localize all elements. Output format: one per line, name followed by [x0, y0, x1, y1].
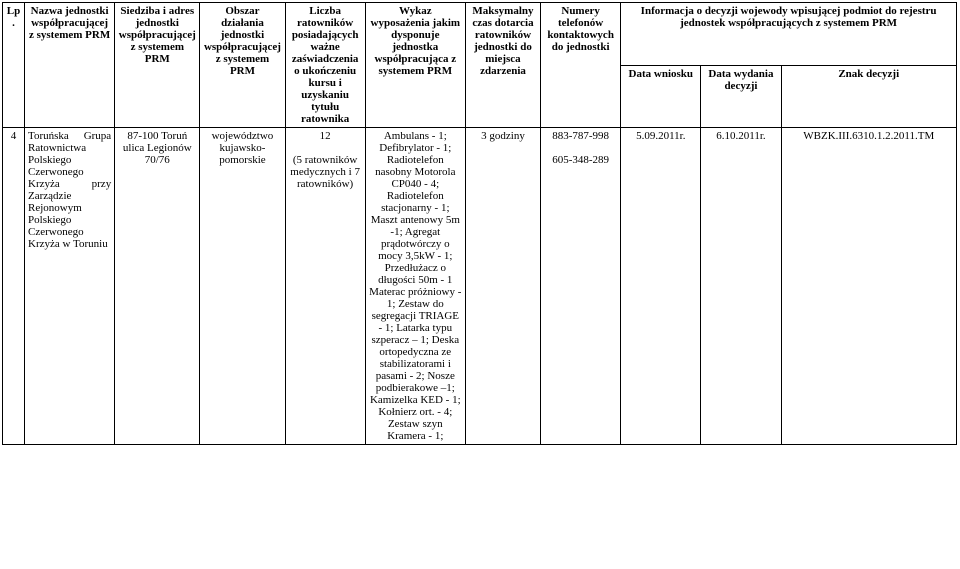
cell-lp: 4 [3, 128, 25, 445]
header-obszar: Obszar działania jednostki współpracując… [200, 3, 285, 128]
cell-znak: WBZK.III.6310.1.2.2011.TM [781, 128, 956, 445]
header-liczba: Liczba ratowników posiadających ważne za… [285, 3, 365, 128]
cell-siedziba: 87-100 Toruń ulica Legionów 70/76 [115, 128, 200, 445]
cell-numery: 883-787-998 605-348-289 [541, 128, 621, 445]
header-wykaz: Wykaz wyposażenia jakim dysponuje jednos… [365, 3, 465, 128]
header-maks: Maksymalny czas dotarcia ratowników jedn… [465, 3, 540, 128]
table-row: 4 Toruńska Grupa Ratownictwa Polskiego C… [3, 128, 957, 445]
registry-table: Lp. Nazwa jednostki współpracującej z sy… [2, 2, 957, 445]
cell-maks: 3 godziny [465, 128, 540, 445]
cell-liczba: 12 (5 ratowników medycznych i 7 ratownik… [285, 128, 365, 445]
header-numery: Numery telefonów kontaktowych do jednost… [541, 3, 621, 128]
cell-wykaz: Ambulans - 1; Defibrylator - 1; Radiotel… [365, 128, 465, 445]
header-data-wydania: Data wydania decyzji [701, 65, 781, 128]
cell-data-wydania: 6.10.2011r. [701, 128, 781, 445]
header-data-wniosku: Data wniosku [621, 65, 701, 128]
header-lp: Lp. [3, 3, 25, 128]
cell-obszar: województwo kujawsko-pomorskie [200, 128, 285, 445]
header-info: Informacja o decyzji wojewody wpisującej… [621, 3, 957, 66]
cell-data-wniosku: 5.09.2011r. [621, 128, 701, 445]
table-header: Lp. Nazwa jednostki współpracującej z sy… [3, 3, 957, 128]
header-nazwa: Nazwa jednostki współpracującej z system… [25, 3, 115, 128]
cell-nazwa: Toruńska Grupa Ratownictwa Polskiego Cze… [25, 128, 115, 445]
table-body: 4 Toruńska Grupa Ratownictwa Polskiego C… [3, 128, 957, 445]
header-znak: Znak decyzji [781, 65, 956, 128]
header-siedziba: Siedziba i adres jednostki współpracując… [115, 3, 200, 128]
